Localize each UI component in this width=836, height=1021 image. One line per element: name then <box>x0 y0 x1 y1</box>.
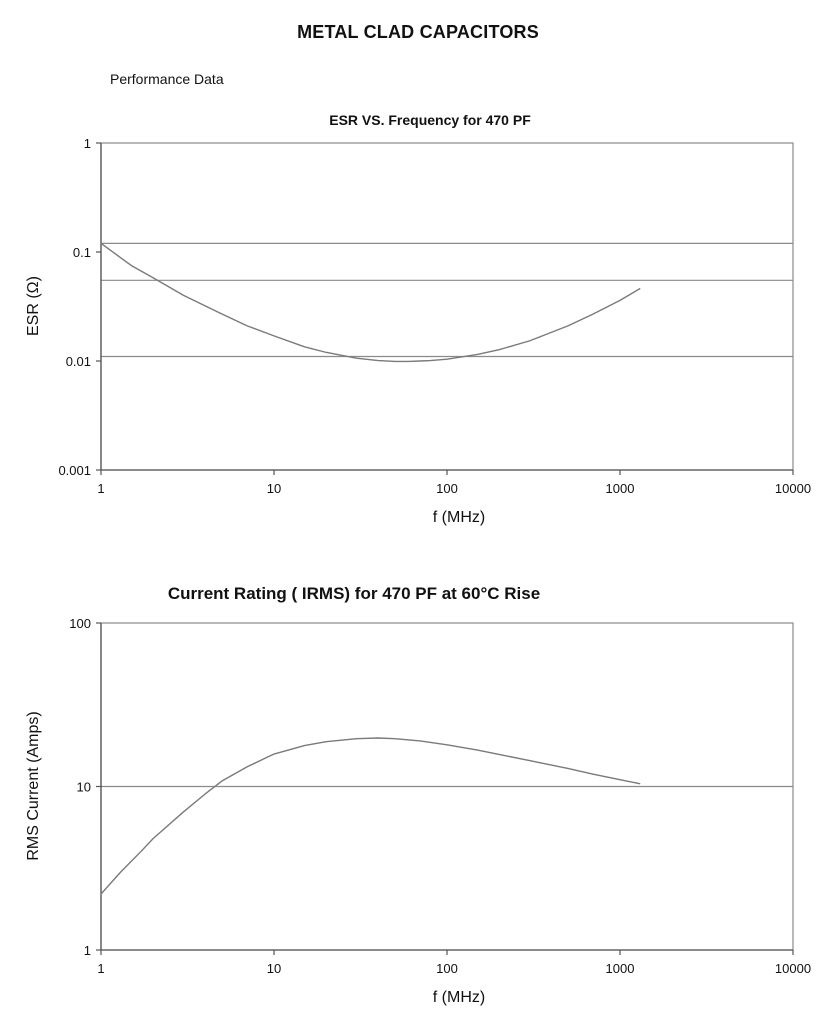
x-tick-label: 100 <box>436 481 458 496</box>
y-axis-label: RMS Current (Amps) <box>25 711 42 860</box>
y-tick-label: 10 <box>77 780 91 795</box>
y-tick-label: 1 <box>84 136 91 151</box>
x-tick-label: 100 <box>436 961 458 976</box>
y-tick-label: 100 <box>69 616 91 631</box>
series-line <box>100 737 641 895</box>
series-line <box>100 242 641 363</box>
x-tick-label: 10000 <box>775 481 811 496</box>
y-axis-label: ESR (Ω) <box>25 276 42 336</box>
y-tick-label: 1 <box>84 943 91 958</box>
x-tick-label: 10 <box>267 961 281 976</box>
page-title: METAL CLAD CAPACITORS <box>297 22 539 42</box>
y-tick-label: 0.001 <box>58 463 91 478</box>
x-tick-label: 1 <box>97 481 104 496</box>
chart-title: ESR VS. Frequency for 470 PF <box>329 112 531 128</box>
x-axis-label: f (MHz) <box>433 509 485 526</box>
x-tick-label: 1000 <box>606 481 635 496</box>
x-tick-label: 10000 <box>775 961 811 976</box>
x-tick-label: 10 <box>267 481 281 496</box>
y-tick-label: 0.01 <box>66 354 91 369</box>
page-subtitle: Performance Data <box>110 71 224 87</box>
x-axis-label: f (MHz) <box>433 989 485 1006</box>
plot-frame <box>100 142 794 471</box>
x-tick-label: 1 <box>97 961 104 976</box>
chart-title: Current Rating ( IRMS) for 470 PF at 60°… <box>168 584 540 603</box>
x-tick-label: 1000 <box>606 961 635 976</box>
y-tick-label: 0.1 <box>73 245 91 260</box>
